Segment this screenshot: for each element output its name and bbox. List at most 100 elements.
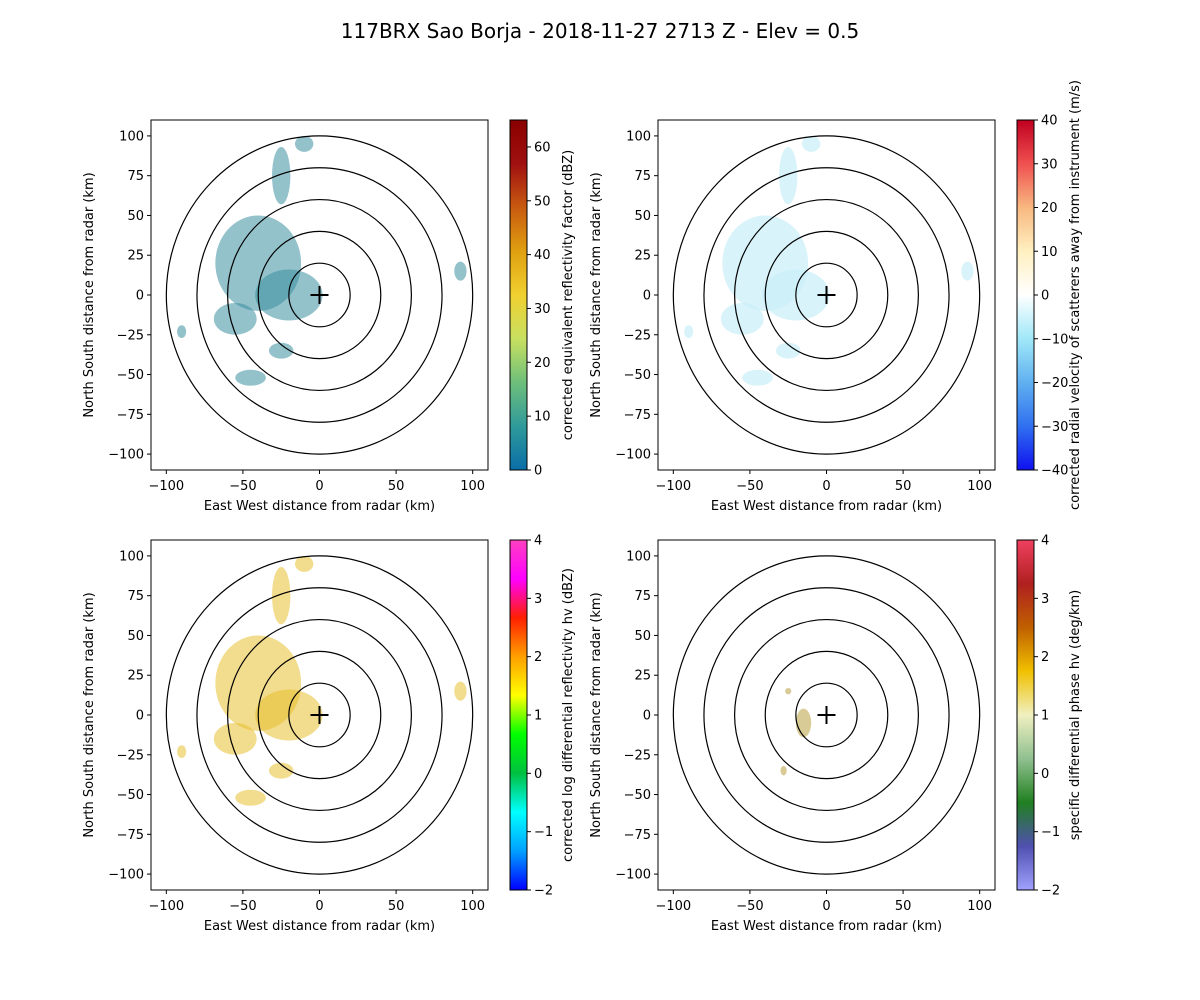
x-axis-label: East West distance from radar (km) — [204, 499, 435, 514]
y-tick-label: 0 — [643, 289, 651, 304]
y-tick-label: 25 — [634, 669, 651, 684]
y-tick-label: 75 — [127, 589, 144, 604]
panel-zdr: −100 −50 0 50 100 −100 −75 −50 −25 0 25 50 75 100 East… — [82, 534, 576, 935]
range-ring — [672, 135, 981, 455]
colorbar-tick-label: −2 — [534, 884, 553, 899]
colorbar-tick-label: 20 — [1041, 201, 1058, 216]
range-ring — [196, 167, 443, 423]
y-tick-label: −100 — [615, 868, 651, 883]
plot-area-kdp — [672, 555, 981, 875]
y-tick-label: 25 — [127, 249, 144, 264]
y-tick-label: 0 — [136, 709, 144, 724]
echo-region — [213, 302, 257, 335]
colorbar-tick-label: 0 — [534, 767, 542, 782]
echo-region — [795, 708, 812, 738]
y-tick-label: −75 — [117, 408, 144, 423]
x-tick-label: 50 — [388, 479, 405, 494]
y-tick-label: 75 — [634, 589, 651, 604]
colorbar-tick-label: 1 — [534, 709, 542, 724]
echo-region — [177, 745, 187, 758]
colorbar-tick-label: 10 — [534, 410, 551, 425]
colorbar-tick-label: 60 — [534, 140, 551, 155]
plot-area-reflectivity — [165, 135, 474, 455]
range-ring — [196, 587, 443, 843]
y-axis-label: North South distance from radar (km) — [589, 592, 604, 837]
colorbar-tick-label: 2 — [534, 650, 542, 665]
range-ring — [288, 682, 351, 748]
range-ring — [764, 650, 889, 780]
y-tick-label: −25 — [624, 328, 651, 343]
colorbar-tick-label: 0 — [1041, 289, 1049, 304]
x-tick-label: −50 — [229, 479, 256, 494]
x-tick-label: −50 — [736, 479, 763, 494]
echo-region — [213, 722, 257, 755]
colorbar-tick-label: 3 — [1041, 592, 1049, 607]
range-ring — [703, 167, 950, 423]
x-tick-label: 50 — [895, 479, 912, 494]
y-tick-label: −25 — [624, 748, 651, 763]
y-tick-label: 50 — [634, 629, 651, 644]
x-tick-label: −100 — [655, 899, 691, 914]
colorbar-tick-label: 0 — [534, 464, 542, 479]
echo-region — [780, 765, 787, 776]
y-tick-label: −75 — [624, 408, 651, 423]
x-tick-label: 100 — [460, 899, 485, 914]
colorbar-tick-label: 3 — [534, 592, 542, 607]
range-ring — [257, 230, 382, 360]
colorbar-tick-label: −10 — [1041, 332, 1068, 347]
echo-region — [785, 687, 792, 695]
echo-region — [779, 147, 798, 205]
y-tick-label: 0 — [136, 289, 144, 304]
y-tick-label: −50 — [117, 788, 144, 803]
colorbar-label: specific differential phase hv (deg/km) — [1068, 590, 1083, 840]
range-ring — [703, 587, 950, 843]
colorbar-tick-label: −1 — [534, 825, 553, 840]
echo-region — [742, 369, 773, 386]
y-tick-label: 25 — [127, 669, 144, 684]
x-tick-label: 0 — [822, 479, 830, 494]
colorbar-tick-label: 30 — [1041, 157, 1058, 172]
echo-region — [177, 325, 187, 338]
range-ring — [165, 135, 474, 455]
y-axis-label: North South distance from radar (km) — [82, 592, 97, 837]
y-tick-label: −100 — [108, 448, 144, 463]
colorbar-label: corrected radial velocity of scatterers … — [1068, 80, 1083, 510]
plot-area-velocity — [672, 135, 981, 455]
colorbar-tick-label: −1 — [1041, 825, 1060, 840]
echo-region — [235, 369, 266, 386]
range-ring — [795, 682, 858, 748]
y-tick-label: 100 — [119, 129, 144, 144]
y-tick-label: 100 — [626, 549, 651, 564]
colorbar-tick-label: 40 — [1041, 114, 1058, 129]
echo-region — [775, 342, 801, 359]
range-ring — [257, 650, 382, 780]
x-tick-label: 50 — [895, 899, 912, 914]
x-axis-label: East West distance from radar (km) — [711, 919, 942, 934]
x-axis-label: East West distance from radar (km) — [204, 919, 435, 934]
x-tick-label: 0 — [315, 899, 323, 914]
x-tick-label: −50 — [229, 899, 256, 914]
range-ring — [733, 198, 920, 392]
colorbar-tick-label: 50 — [534, 194, 551, 209]
echo-region — [454, 261, 467, 281]
colorbar-tick-label: −30 — [1041, 420, 1068, 435]
colorbar-tick-label: 4 — [534, 534, 542, 549]
panel-kdp: −100 −50 0 50 100 −100 −75 −50 −25 0 25 50 75 100 East… — [589, 534, 1083, 935]
plot-area-zdr — [165, 555, 474, 875]
colorbar-tick-label: 0 — [1041, 767, 1049, 782]
colorbar-tick-label: −2 — [1041, 884, 1060, 899]
x-tick-label: 0 — [822, 899, 830, 914]
y-tick-label: 50 — [127, 629, 144, 644]
colorbar-tick-label: 1 — [1041, 709, 1049, 724]
colorbar-tick-label: 4 — [1041, 534, 1049, 549]
echo-region — [801, 135, 821, 152]
x-tick-label: 100 — [967, 479, 992, 494]
echo-region — [268, 762, 294, 779]
y-tick-label: 75 — [634, 169, 651, 184]
range-ring — [733, 618, 920, 812]
echo-region — [235, 789, 266, 806]
figure-title: 117BRX Sao Borja - 2018-11-27 2713 Z - E… — [341, 19, 859, 43]
colorbar-tick-label: 20 — [534, 356, 551, 371]
y-tick-label: 100 — [626, 129, 651, 144]
echo-region — [268, 342, 294, 359]
